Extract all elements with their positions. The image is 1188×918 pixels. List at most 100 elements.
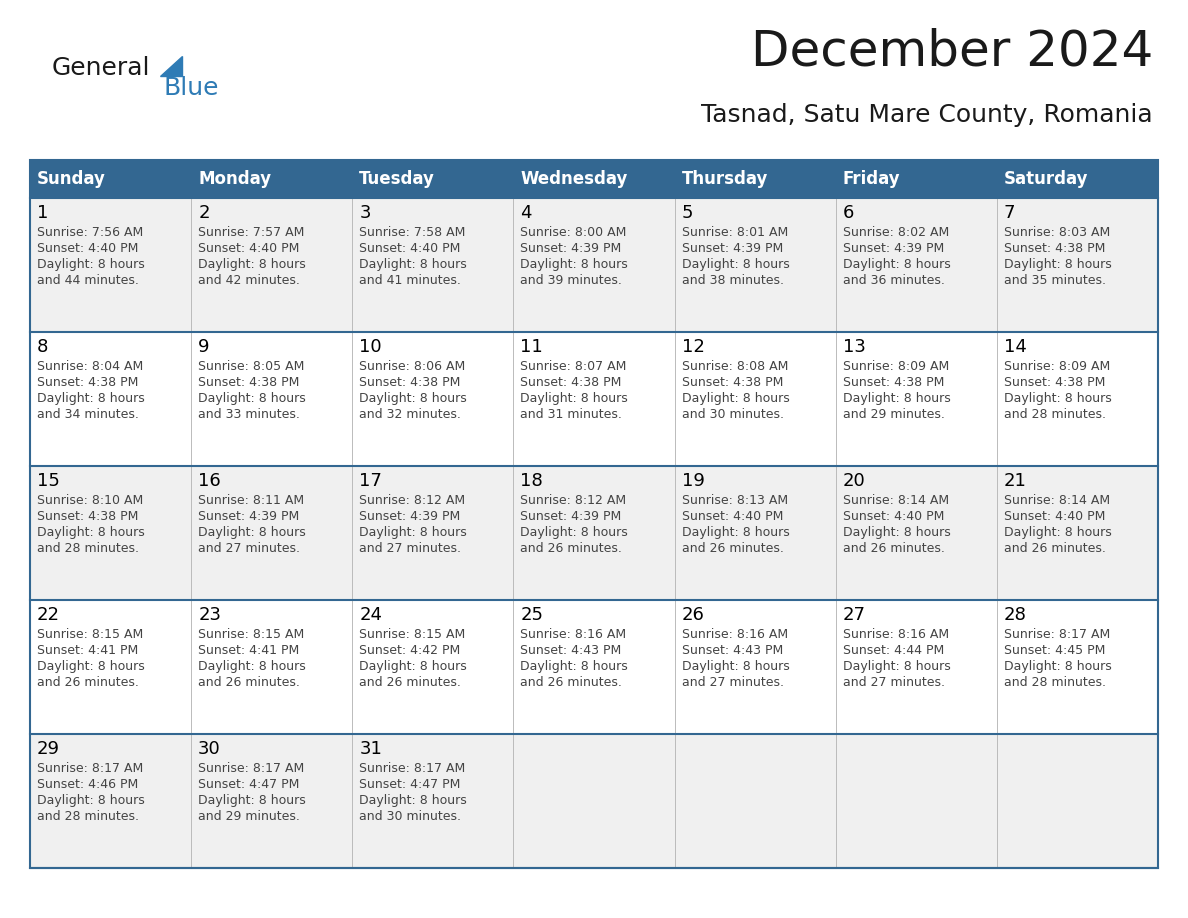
Text: Sunrise: 8:06 AM: Sunrise: 8:06 AM — [359, 360, 466, 373]
Text: Sunrise: 8:14 AM: Sunrise: 8:14 AM — [1004, 494, 1110, 507]
Text: Daylight: 8 hours: Daylight: 8 hours — [359, 660, 467, 673]
Text: 26: 26 — [682, 606, 704, 624]
Text: Sunset: 4:39 PM: Sunset: 4:39 PM — [359, 510, 461, 523]
Text: 12: 12 — [682, 338, 704, 356]
Text: Sunrise: 8:09 AM: Sunrise: 8:09 AM — [1004, 360, 1110, 373]
Text: Daylight: 8 hours: Daylight: 8 hours — [520, 526, 628, 539]
Text: and 39 minutes.: and 39 minutes. — [520, 274, 623, 287]
Text: 5: 5 — [682, 204, 693, 222]
Text: Daylight: 8 hours: Daylight: 8 hours — [1004, 392, 1112, 405]
Text: 29: 29 — [37, 740, 61, 758]
Text: Sunday: Sunday — [37, 170, 106, 188]
Text: and 28 minutes.: and 28 minutes. — [1004, 408, 1106, 421]
Text: Sunrise: 8:02 AM: Sunrise: 8:02 AM — [842, 226, 949, 239]
Text: and 33 minutes.: and 33 minutes. — [198, 408, 301, 421]
Text: 11: 11 — [520, 338, 543, 356]
Text: 15: 15 — [37, 472, 59, 490]
Text: Daylight: 8 hours: Daylight: 8 hours — [682, 660, 789, 673]
Text: Daylight: 8 hours: Daylight: 8 hours — [198, 526, 305, 539]
Text: 8: 8 — [37, 338, 49, 356]
Text: and 34 minutes.: and 34 minutes. — [37, 408, 139, 421]
Text: Tasnad, Satu Mare County, Romania: Tasnad, Satu Mare County, Romania — [701, 103, 1154, 127]
Text: and 36 minutes.: and 36 minutes. — [842, 274, 944, 287]
Text: Sunset: 4:43 PM: Sunset: 4:43 PM — [520, 644, 621, 657]
Text: Sunrise: 8:00 AM: Sunrise: 8:00 AM — [520, 226, 627, 239]
Bar — [30, 160, 1158, 868]
Text: Daylight: 8 hours: Daylight: 8 hours — [198, 258, 305, 271]
Text: and 42 minutes.: and 42 minutes. — [198, 274, 301, 287]
Bar — [30, 600, 1158, 734]
Text: Sunset: 4:38 PM: Sunset: 4:38 PM — [520, 376, 621, 389]
Text: Daylight: 8 hours: Daylight: 8 hours — [37, 794, 145, 807]
Text: Sunset: 4:40 PM: Sunset: 4:40 PM — [359, 242, 461, 255]
Text: Sunset: 4:44 PM: Sunset: 4:44 PM — [842, 644, 944, 657]
Text: 13: 13 — [842, 338, 866, 356]
Text: and 26 minutes.: and 26 minutes. — [842, 542, 944, 555]
Text: 6: 6 — [842, 204, 854, 222]
Text: Daylight: 8 hours: Daylight: 8 hours — [198, 392, 305, 405]
Text: 20: 20 — [842, 472, 866, 490]
Text: Sunrise: 8:15 AM: Sunrise: 8:15 AM — [359, 628, 466, 641]
Text: 3: 3 — [359, 204, 371, 222]
Bar — [30, 332, 1158, 466]
Text: Daylight: 8 hours: Daylight: 8 hours — [37, 660, 145, 673]
Text: Sunrise: 8:04 AM: Sunrise: 8:04 AM — [37, 360, 144, 373]
Text: Sunset: 4:39 PM: Sunset: 4:39 PM — [520, 510, 621, 523]
Text: 24: 24 — [359, 606, 383, 624]
Text: Sunset: 4:42 PM: Sunset: 4:42 PM — [359, 644, 461, 657]
Text: December 2024: December 2024 — [751, 28, 1154, 76]
Text: and 29 minutes.: and 29 minutes. — [198, 810, 301, 823]
Text: and 28 minutes.: and 28 minutes. — [1004, 676, 1106, 689]
Text: Sunset: 4:41 PM: Sunset: 4:41 PM — [37, 644, 138, 657]
Bar — [30, 198, 1158, 332]
Bar — [30, 160, 1158, 198]
Text: Daylight: 8 hours: Daylight: 8 hours — [1004, 660, 1112, 673]
Text: and 44 minutes.: and 44 minutes. — [37, 274, 139, 287]
Polygon shape — [160, 56, 182, 76]
Text: and 27 minutes.: and 27 minutes. — [359, 542, 461, 555]
Text: Sunset: 4:40 PM: Sunset: 4:40 PM — [37, 242, 138, 255]
Text: Daylight: 8 hours: Daylight: 8 hours — [682, 526, 789, 539]
Text: Sunrise: 8:16 AM: Sunrise: 8:16 AM — [682, 628, 788, 641]
Text: Daylight: 8 hours: Daylight: 8 hours — [1004, 526, 1112, 539]
Text: and 26 minutes.: and 26 minutes. — [520, 542, 623, 555]
Text: Sunrise: 8:09 AM: Sunrise: 8:09 AM — [842, 360, 949, 373]
Text: Sunset: 4:38 PM: Sunset: 4:38 PM — [1004, 376, 1105, 389]
Text: and 27 minutes.: and 27 minutes. — [198, 542, 301, 555]
Text: 23: 23 — [198, 606, 221, 624]
Text: and 26 minutes.: and 26 minutes. — [359, 676, 461, 689]
Text: Sunset: 4:40 PM: Sunset: 4:40 PM — [842, 510, 944, 523]
Text: Sunrise: 7:58 AM: Sunrise: 7:58 AM — [359, 226, 466, 239]
Text: Sunset: 4:38 PM: Sunset: 4:38 PM — [37, 376, 138, 389]
Text: Sunset: 4:38 PM: Sunset: 4:38 PM — [359, 376, 461, 389]
Text: 30: 30 — [198, 740, 221, 758]
Text: Daylight: 8 hours: Daylight: 8 hours — [682, 392, 789, 405]
Text: Daylight: 8 hours: Daylight: 8 hours — [198, 794, 305, 807]
Text: and 27 minutes.: and 27 minutes. — [842, 676, 944, 689]
Text: Daylight: 8 hours: Daylight: 8 hours — [37, 526, 145, 539]
Bar — [30, 734, 1158, 868]
Text: Sunrise: 8:17 AM: Sunrise: 8:17 AM — [1004, 628, 1110, 641]
Text: 25: 25 — [520, 606, 543, 624]
Text: Daylight: 8 hours: Daylight: 8 hours — [682, 258, 789, 271]
Text: 4: 4 — [520, 204, 532, 222]
Text: Sunset: 4:38 PM: Sunset: 4:38 PM — [682, 376, 783, 389]
Text: Sunrise: 8:07 AM: Sunrise: 8:07 AM — [520, 360, 627, 373]
Bar — [30, 466, 1158, 600]
Text: Daylight: 8 hours: Daylight: 8 hours — [520, 392, 628, 405]
Text: Tuesday: Tuesday — [359, 170, 435, 188]
Text: Friday: Friday — [842, 170, 901, 188]
Text: 1: 1 — [37, 204, 49, 222]
Text: Daylight: 8 hours: Daylight: 8 hours — [842, 526, 950, 539]
Text: Sunset: 4:40 PM: Sunset: 4:40 PM — [198, 242, 299, 255]
Text: 9: 9 — [198, 338, 209, 356]
Text: 22: 22 — [37, 606, 61, 624]
Text: Sunrise: 8:01 AM: Sunrise: 8:01 AM — [682, 226, 788, 239]
Text: Daylight: 8 hours: Daylight: 8 hours — [359, 526, 467, 539]
Text: Daylight: 8 hours: Daylight: 8 hours — [359, 392, 467, 405]
Text: Thursday: Thursday — [682, 170, 767, 188]
Text: Blue: Blue — [164, 76, 220, 100]
Text: Sunrise: 8:15 AM: Sunrise: 8:15 AM — [198, 628, 304, 641]
Text: Daylight: 8 hours: Daylight: 8 hours — [520, 660, 628, 673]
Text: Sunrise: 8:17 AM: Sunrise: 8:17 AM — [359, 762, 466, 775]
